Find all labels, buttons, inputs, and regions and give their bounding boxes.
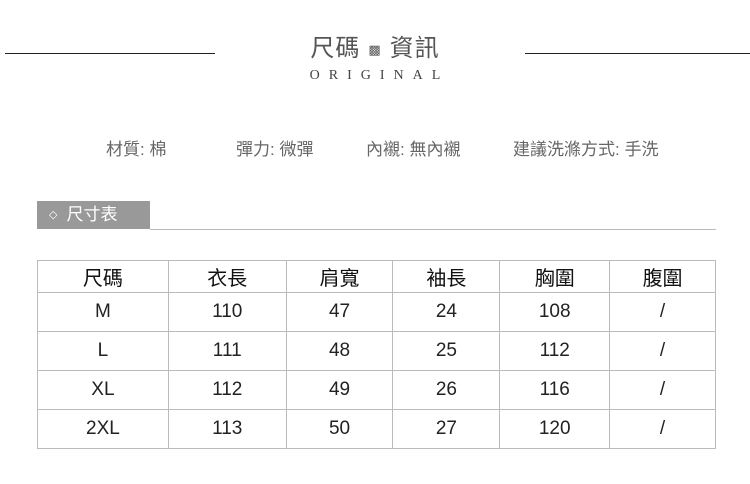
table-cell: 2XL	[37, 409, 169, 449]
size-table: 尺碼 衣長 肩寬 袖長 胸圍 腹圍 M 110 47 24 108/L 111 48 25 112/XL 11…	[37, 260, 716, 449]
table-cell: 120	[499, 409, 611, 449]
table-cell: 49	[285, 370, 394, 410]
table-cell: 111	[167, 331, 287, 371]
column-header: 尺碼	[37, 260, 169, 293]
table-row: 2XL 113 50 27 120/	[37, 409, 716, 449]
header-divider-right	[525, 53, 750, 54]
column-header: 袖長	[392, 260, 501, 293]
table-row: M 110 47 24 108/	[37, 292, 716, 332]
table-cell: 113	[167, 409, 287, 449]
table-cell: /	[609, 409, 716, 449]
column-header: 肩寬	[285, 260, 394, 293]
table-row: L 111 48 25 112/	[37, 331, 716, 371]
subtitle: ORIGINAL	[309, 68, 450, 83]
table-row: XL 112 49 26 116/	[37, 370, 716, 410]
info-elasticity: 彈力: 微彈	[236, 140, 314, 159]
column-header: 衣長	[167, 260, 287, 293]
table-cell: L	[37, 331, 169, 371]
table-cell: 112	[499, 331, 611, 371]
table-cell: /	[609, 292, 716, 332]
diamond-icon: ◇	[49, 209, 58, 221]
ornament-icon: ▩	[368, 41, 382, 57]
table-cell: 24	[392, 292, 501, 332]
info-washing: 建議洗滌方式: 手洗	[513, 140, 659, 159]
table-cell: /	[609, 370, 716, 410]
table-cell: 26	[392, 370, 501, 410]
table-cell: 27	[392, 409, 501, 449]
table-cell: 110	[167, 292, 287, 332]
section-tab-size-chart: ◇ 尺寸表	[37, 201, 150, 229]
section-label: 尺寸表	[66, 205, 118, 224]
column-header: 腹圍	[609, 260, 716, 293]
table-cell: 47	[285, 292, 394, 332]
title-right: 資訊	[389, 35, 440, 62]
table-cell: M	[37, 292, 169, 332]
info-material: 材質: 棉	[106, 140, 167, 159]
table-cell: /	[609, 331, 716, 371]
table-cell: 108	[499, 292, 611, 332]
header-divider-left	[5, 53, 215, 54]
table-cell: 112	[167, 370, 287, 410]
info-lining: 內襯: 無內襯	[366, 140, 461, 159]
column-header: 胸圍	[499, 260, 611, 293]
table-cell: 48	[285, 331, 394, 371]
table-cell: 116	[499, 370, 611, 410]
table-cell: XL	[37, 370, 169, 410]
table-header-row: 尺碼 衣長 肩寬 袖長 胸圍 腹圍	[37, 260, 716, 293]
title-left: 尺碼	[310, 35, 361, 62]
page-title: 尺碼 ▩ 資訊	[0, 28, 750, 63]
table-cell: 25	[392, 331, 501, 371]
section-divider	[150, 229, 716, 230]
table-cell: 50	[285, 409, 394, 449]
